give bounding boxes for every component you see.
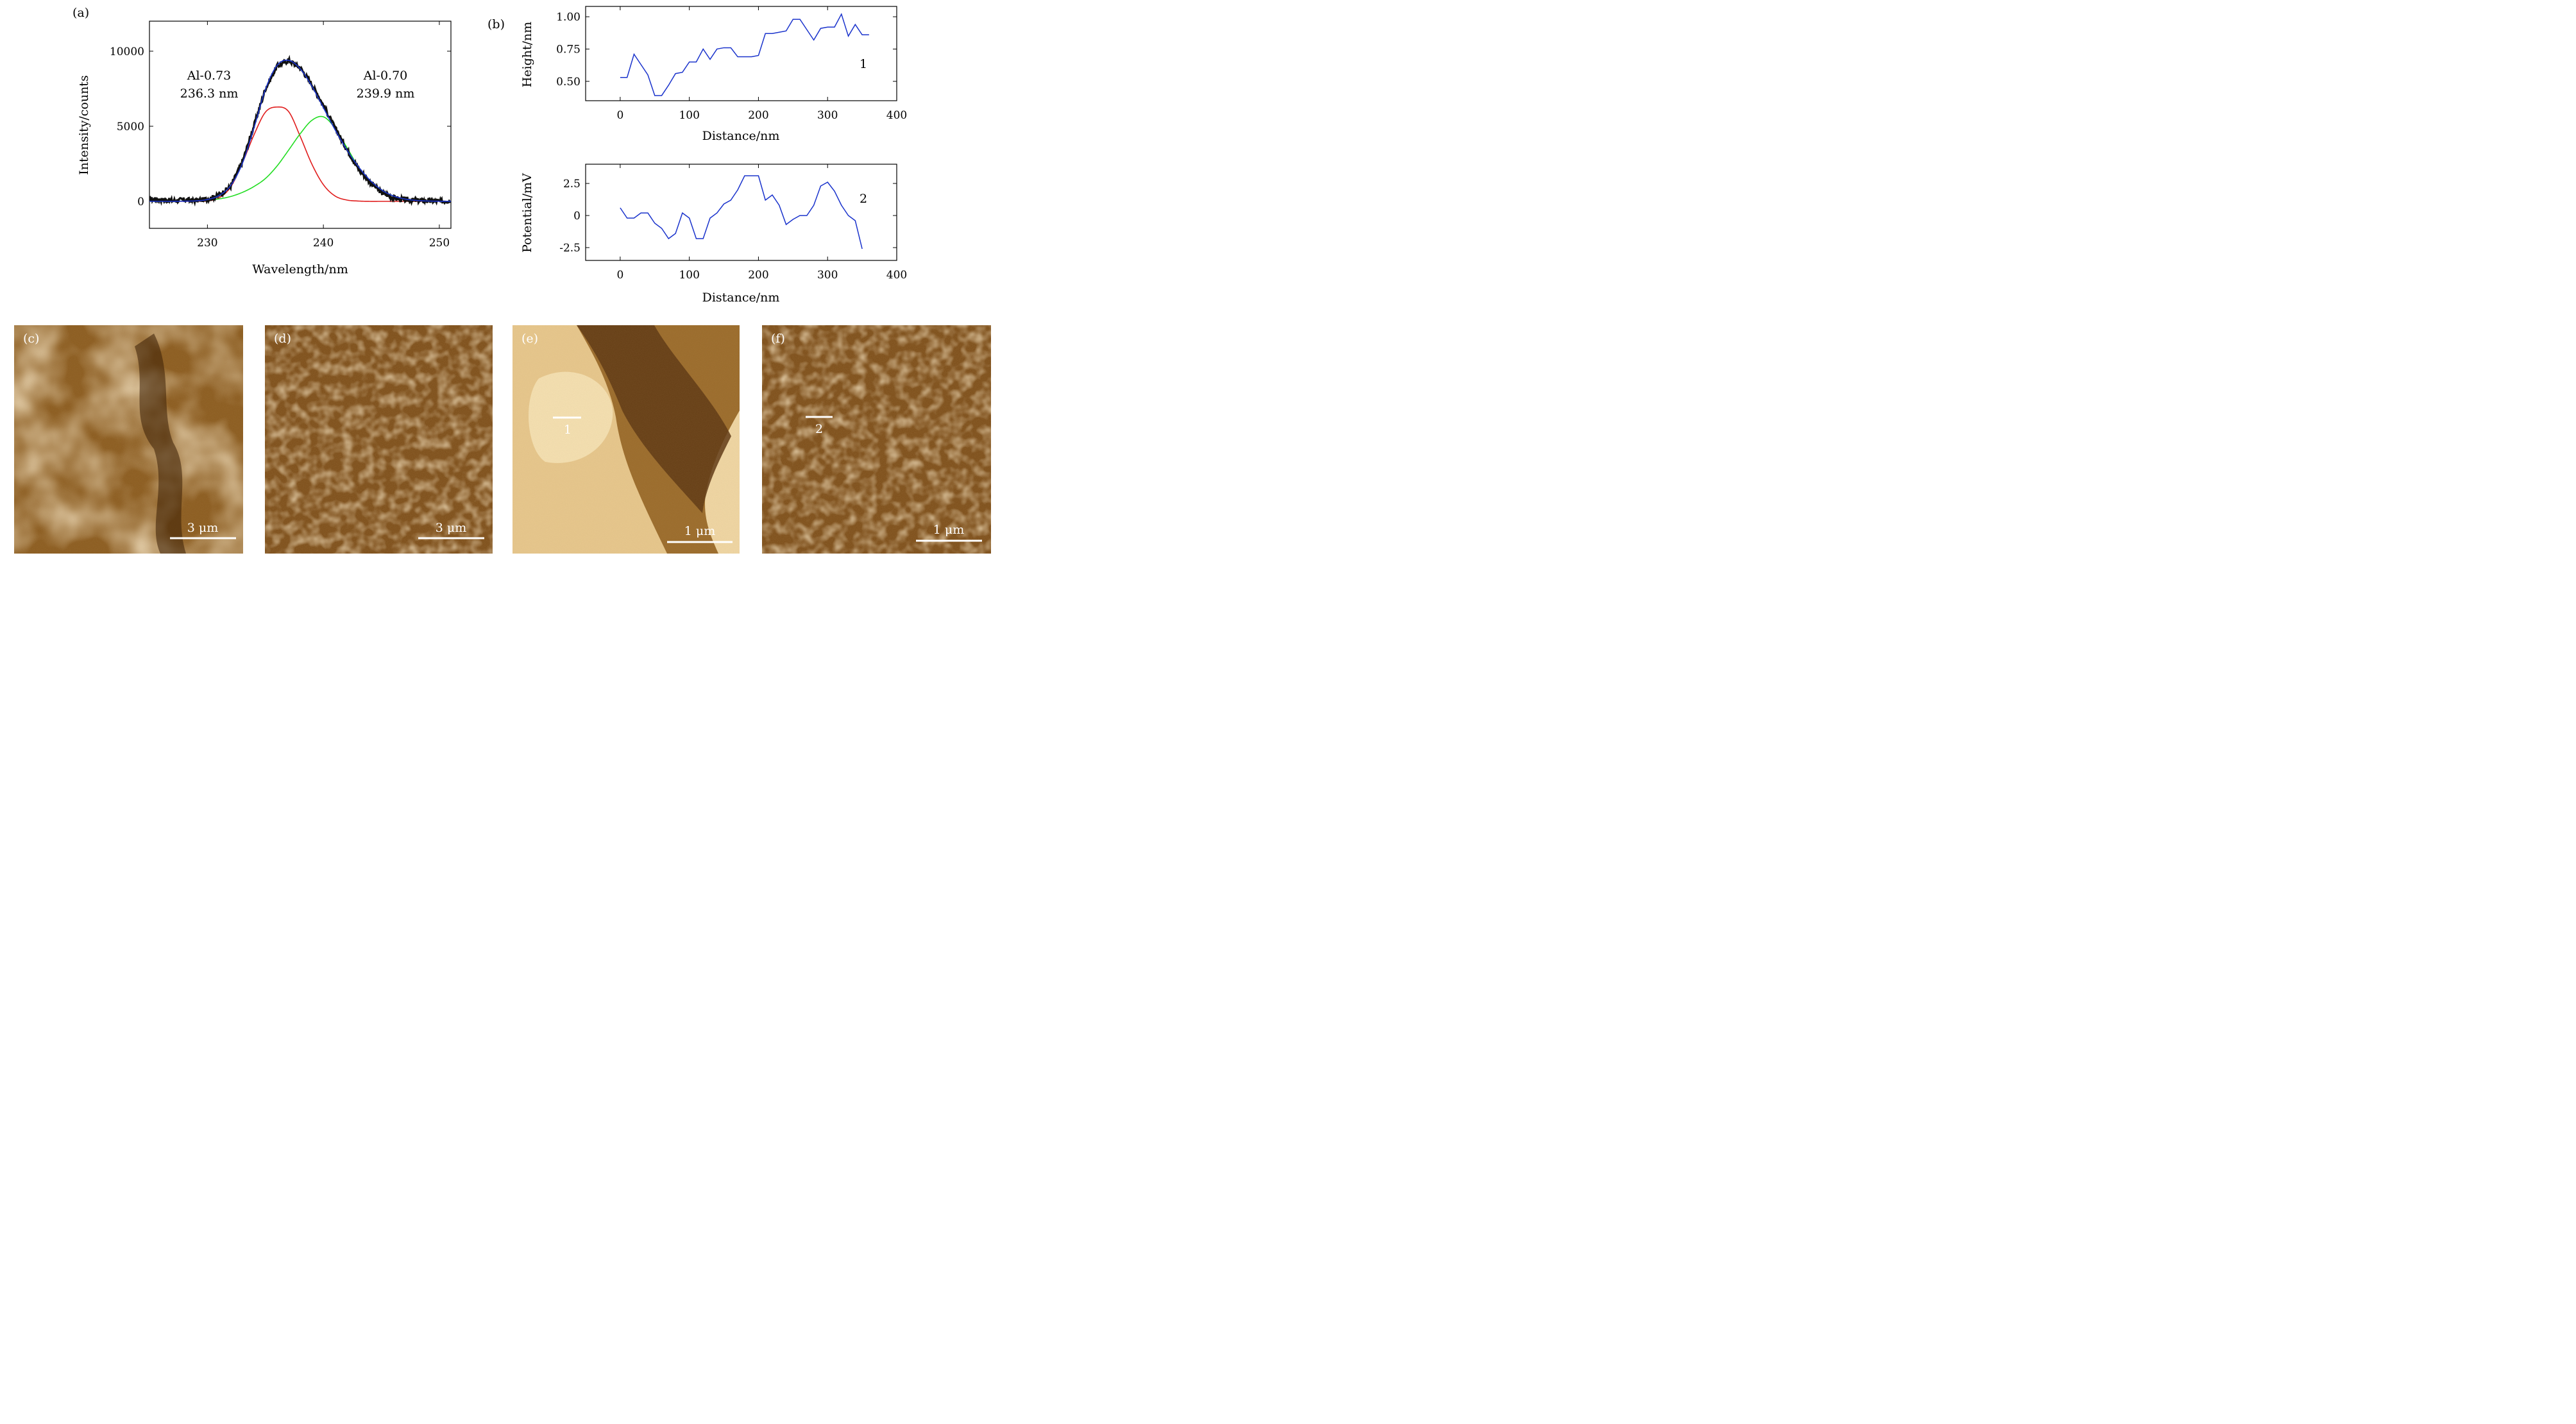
profile-marker-1: 1 xyxy=(564,423,572,437)
x-tick-label-b2: 100 xyxy=(679,269,699,282)
panel-label-d: (d) xyxy=(274,332,291,346)
height-profile-chart: (b) 0 100 200 300 400 0.50 0.75 1.00 Distance/n… xyxy=(487,6,907,143)
panel-label-b: (b) xyxy=(487,17,505,31)
x-tick-label-a: 230 xyxy=(197,237,217,250)
panel-label-a: (a) xyxy=(72,6,89,20)
x-tick-label-b2: 0 xyxy=(616,269,623,282)
profile-label-2: 2 xyxy=(860,192,867,206)
x-tick-label-b2: 300 xyxy=(817,269,838,282)
x-tick-label-b2: 200 xyxy=(748,269,768,282)
potential-profile-chart: 0 100 200 300 400 -2.5 0 2.5 Distance/nm Potent… xyxy=(520,164,907,305)
y-axis-label-a: Intensity/counts xyxy=(77,75,91,174)
scale-bar-label-f: 1 μm xyxy=(933,523,965,537)
afm-image-c: (c) 3 μm xyxy=(14,325,243,554)
scale-bar-label-c: 3 μm xyxy=(187,521,219,535)
x-tick-label-a: 240 xyxy=(313,237,334,250)
y-tick-label-b1: 0.50 xyxy=(556,76,580,89)
y-tick-label-b2: 0 xyxy=(573,210,580,223)
plot-frame-b1 xyxy=(585,6,897,101)
annotation-peak-1-name: Al-0.73 xyxy=(187,69,232,83)
x-tick-label-b1: 200 xyxy=(748,109,768,122)
x-tick-label-b1: 400 xyxy=(886,109,907,122)
x-tick-label-b1: 300 xyxy=(817,109,838,122)
afm-image-f: (f) 2 1 μm xyxy=(762,325,991,554)
series-component-239.9 xyxy=(149,115,451,202)
series-fit-total xyxy=(149,60,451,202)
spectrum-chart: (a) 230 240 250 0 5000 10000 Wavelength/nm In… xyxy=(72,6,452,276)
scale-bar-label-d: 3 μm xyxy=(436,521,467,535)
y-tick-label-b2: -2.5 xyxy=(559,242,580,255)
afm-image-d: (d) 3 μm xyxy=(265,325,493,554)
x-tick-label-b2: 400 xyxy=(886,269,907,282)
y-tick-label-b1: 1.00 xyxy=(556,11,580,24)
annotation-peak-1-wavelength: 236.3 nm xyxy=(180,87,239,101)
y-axis-label-b1: Height/nm xyxy=(520,22,534,88)
y-tick-label-a: 10000 xyxy=(110,46,144,58)
plot-frame-b2 xyxy=(585,164,897,261)
x-axis-label-b2: Distance/nm xyxy=(702,291,780,305)
annotation-peak-2-wavelength: 239.9 nm xyxy=(357,87,415,101)
x-tick-label-a: 250 xyxy=(429,237,450,250)
annotation-peak-2-name: Al-0.70 xyxy=(363,69,408,83)
x-axis-label-b1: Distance/nm xyxy=(702,129,780,143)
panel-label-c: (c) xyxy=(23,332,39,346)
y-tick-label-b1: 0.75 xyxy=(556,43,580,56)
profile-marker-2: 2 xyxy=(815,422,823,436)
panel-label-e: (e) xyxy=(521,332,538,346)
afm-image-e: (e) 1 1 μm xyxy=(513,325,740,554)
profile-label-1: 1 xyxy=(860,57,867,71)
scale-bar-label-e: 1 μm xyxy=(684,524,716,538)
x-axis-label-a: Wavelength/nm xyxy=(252,262,348,276)
panel-label-f: (f) xyxy=(771,332,785,346)
y-axis-label-b2: Potential/mV xyxy=(520,173,534,253)
y-tick-label-a: 0 xyxy=(137,196,144,208)
y-tick-label-a: 5000 xyxy=(117,121,144,133)
series-component-236.3 xyxy=(149,106,451,202)
x-tick-label-b1: 0 xyxy=(616,109,623,122)
x-tick-label-b1: 100 xyxy=(679,109,699,122)
series-profile-b2 xyxy=(620,175,863,250)
plot-frame-a xyxy=(149,21,452,229)
y-tick-label-b2: 2.5 xyxy=(563,178,580,191)
series-profile-b1 xyxy=(620,13,869,96)
